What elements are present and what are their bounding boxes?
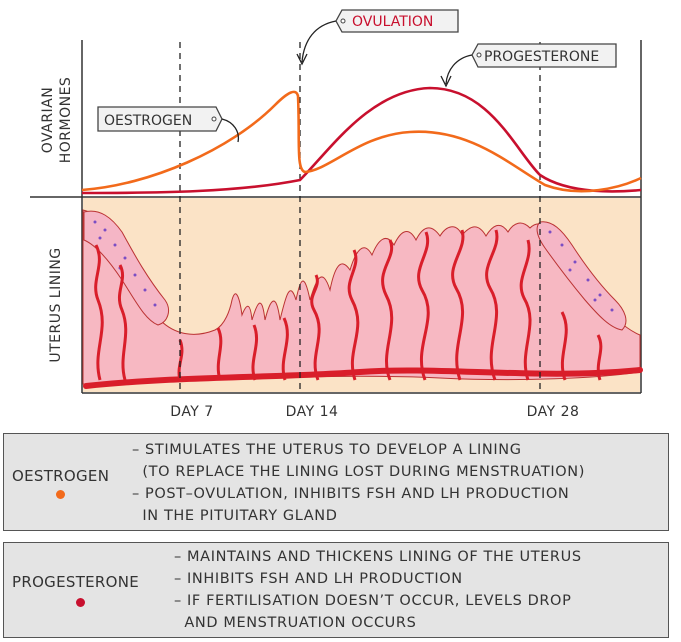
day-14-label: DAY 14 — [286, 404, 339, 420]
oestrogen-info-line: – POST–OVULATION, INHIBITS FSH AND LH PR… — [132, 486, 570, 502]
oestrogen-curve — [81, 90, 642, 193]
shedding-lining-right — [536, 221, 627, 331]
ovulation-tag-text: OVULATION — [352, 14, 433, 30]
menstrual-cycle-diagram: OVARIAN HORMONES UTERUS LINING DAY 7 DAY… — [30, 9, 643, 420]
oestrogen-info-name: OESTROGEN — [12, 467, 110, 485]
progesterone-tag-text: PROGESTERONE — [484, 49, 599, 65]
oestrogen-info-line: – STIMULATES THE UTERUS TO DEVELOP A LIN… — [132, 442, 522, 458]
oestrogen-tag: OESTROGEN — [97, 106, 240, 143]
oestrogen-color-dot — [56, 490, 65, 499]
basal-blood-vessel — [83, 367, 643, 389]
progesterone-tag: PROGESTERONE — [440, 43, 617, 88]
progesterone-curve — [81, 86, 642, 195]
day-28-label: DAY 28 — [527, 404, 580, 420]
ovarian-hormones-label: OVARIAN HORMONES — [40, 77, 74, 164]
progesterone-info-list: – MAINTAINS AND THICKENS LINING OF THE U… — [174, 546, 664, 634]
hormones-label-line2: HORMONES — [58, 77, 74, 164]
progesterone-info-box: PROGESTERONE – MAINTAINS AND THICKENS LI… — [3, 542, 669, 638]
uterus-lining-label: UTERUS LINING — [48, 247, 64, 362]
progesterone-info-line: – IF FERTILISATION DOESN’T OCCUR, LEVELS… — [174, 593, 572, 609]
shedding-dots — [93, 220, 614, 312]
oestrogen-info-box: OESTROGEN – STIMULATES THE UTERUS TO DEV… — [3, 433, 669, 531]
progesterone-info-name: PROGESTERONE — [12, 573, 140, 591]
shedding-lining-left — [83, 210, 169, 326]
progesterone-info-line: – INHIBITS FSH AND LH PRODUCTION — [174, 571, 463, 587]
day-markers — [179, 42, 541, 393]
oestrogen-info-line: IN THE PITUITARY GLAND — [132, 508, 338, 524]
oestrogen-tag-text: OESTROGEN — [104, 113, 192, 129]
oestrogen-info-line: (TO REPLACE THE LINING LOST DURING MENST… — [132, 464, 585, 480]
ovarian-label-line1: OVARIAN — [40, 87, 56, 153]
progesterone-info-line: AND MENSTRUATION OCCURS — [174, 615, 417, 631]
oestrogen-info-list: – STIMULATES THE UTERUS TO DEVELOP A LIN… — [132, 439, 664, 527]
progesterone-color-dot — [76, 598, 85, 607]
day-7-label: DAY 7 — [170, 404, 213, 420]
progesterone-info-line: – MAINTAINS AND THICKENS LINING OF THE U… — [174, 549, 582, 565]
ovulation-tag: OVULATION — [296, 9, 459, 66]
